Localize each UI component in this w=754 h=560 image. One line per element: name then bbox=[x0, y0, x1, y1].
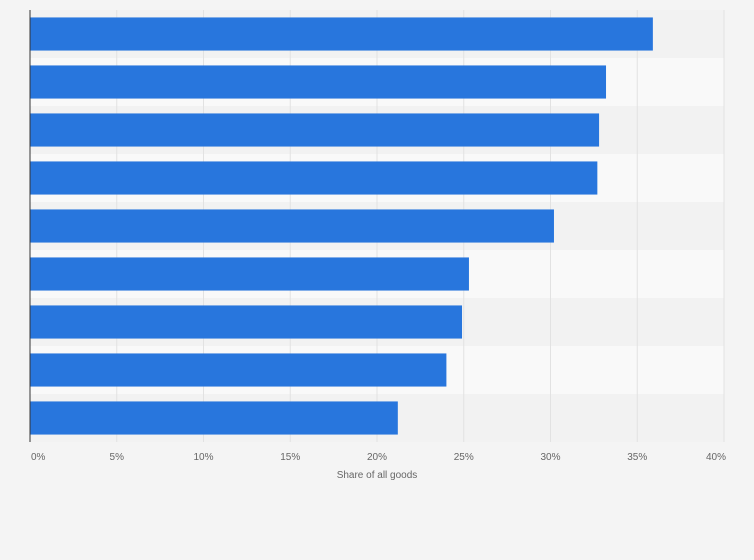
x-tick-label: 25% bbox=[454, 452, 474, 463]
x-axis-ticks: 0% 5% 10% 15% 20% 25% 30% 35% 40% bbox=[31, 452, 726, 463]
bar[interactable] bbox=[30, 209, 554, 243]
bar[interactable] bbox=[30, 17, 653, 51]
bar[interactable] bbox=[30, 161, 598, 195]
x-tick-label: 30% bbox=[540, 452, 560, 463]
x-tick-label: 35% bbox=[627, 452, 647, 463]
bar[interactable] bbox=[30, 257, 469, 291]
x-tick-label: 0% bbox=[31, 452, 46, 463]
bar[interactable] bbox=[30, 353, 447, 387]
x-tick-label: 20% bbox=[367, 452, 387, 463]
x-tick-label: 5% bbox=[110, 452, 125, 463]
bar[interactable] bbox=[30, 113, 600, 147]
x-tick-label: 15% bbox=[280, 452, 300, 463]
x-tick-label: 10% bbox=[193, 452, 213, 463]
x-axis-label: Share of all goods bbox=[337, 470, 418, 481]
bars bbox=[30, 17, 653, 435]
bar[interactable] bbox=[30, 401, 398, 435]
x-tick-label: 40% bbox=[706, 452, 726, 463]
bar[interactable] bbox=[30, 305, 463, 339]
bar[interactable] bbox=[30, 65, 607, 99]
